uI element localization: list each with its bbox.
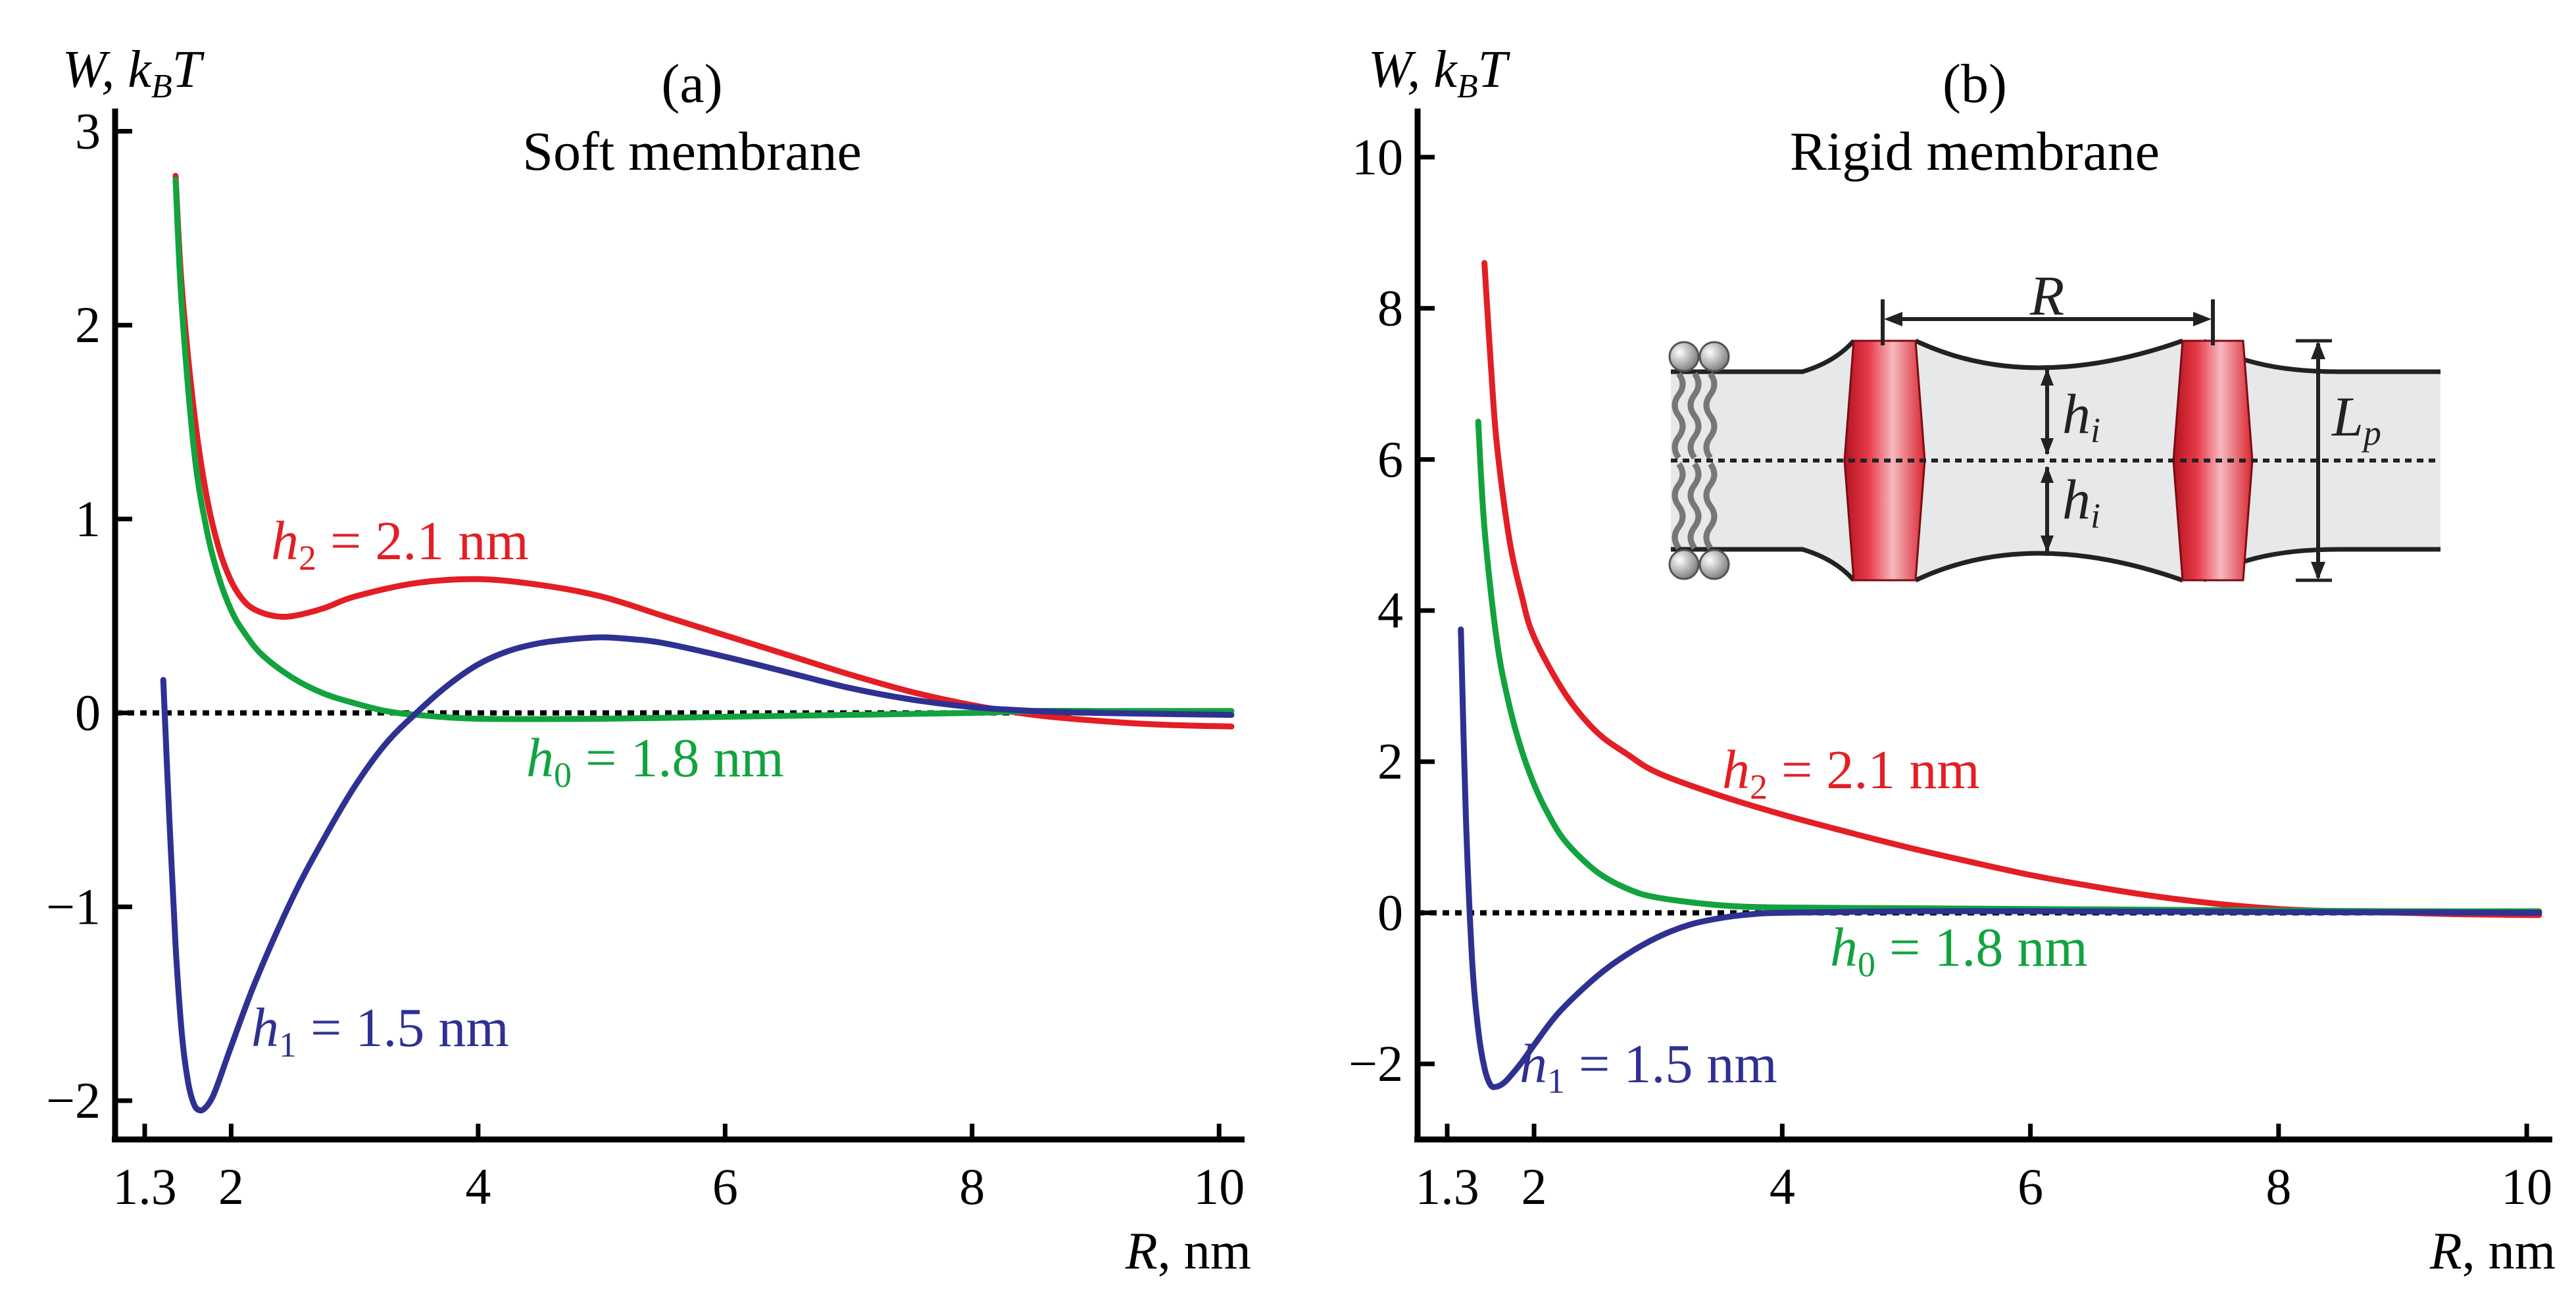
panel-a-xtick-label: 8 — [959, 1158, 985, 1215]
panel-b-xtick-label: 1.3 — [1415, 1158, 1479, 1215]
panel-a-ytick-label: 1 — [75, 490, 101, 547]
panel-a-ylabel: W, kBT — [62, 41, 205, 105]
panel-b-rigid-membrane: W, kBT (b) Rigid membrane −2 0 2 4 6 8 10 1.3 2… — [1349, 41, 2556, 1280]
panel-a-xtick-label: 10 — [1193, 1158, 1245, 1215]
panel-a-soft-membrane: W, kBT (a) Soft membrane −2 −1 0 1 2 3 1.3 2 4 6… — [46, 41, 1251, 1280]
panel-a-curve-h2 — [172, 172, 1235, 730]
panel-a-xtick-label: 6 — [712, 1158, 738, 1215]
inset-label-Lp: Lp — [2331, 385, 2381, 453]
panel-b-ytick-label: 4 — [1377, 582, 1403, 639]
panel-a-curve-h1 — [160, 634, 1235, 1114]
panel-b-xlabel: R, nm — [2429, 1222, 2556, 1280]
panel-a-xtick-label: 2 — [218, 1158, 244, 1215]
panel-a-label-h1: h1 = 1.5 nm — [251, 997, 509, 1064]
panel-b-ytick-label: 2 — [1377, 733, 1403, 790]
panel-a-title: Soft membrane — [522, 121, 862, 182]
inset-label-hi-lower: hi — [2062, 468, 2100, 536]
panel-a-ytick-label: 0 — [75, 684, 101, 741]
panel-b-label-h2: h2 = 2.1 nm — [1722, 739, 1980, 807]
panel-a-curve-h0 — [172, 176, 1235, 722]
membrane-schematic-inset: R hi hi Lp — [1668, 264, 2440, 583]
panel-b-label-h0: h0 = 1.8 nm — [1830, 917, 2088, 984]
panel-b-xtick-label: 10 — [2501, 1158, 2552, 1215]
panel-a-xlabel: R, nm — [1125, 1222, 1251, 1280]
inset-label-R: R — [2029, 264, 2065, 327]
panel-b-label-h1: h1 = 1.5 nm — [1520, 1034, 1777, 1101]
panel-a-ytick-label: 3 — [75, 102, 101, 159]
panel-b-ytick-label: 10 — [1352, 128, 1403, 186]
panel-b-curve-h1 — [1458, 626, 2542, 1090]
panel-b-ytick-label: 0 — [1377, 884, 1403, 941]
panel-a-ytick-label: −1 — [46, 878, 101, 935]
membrane-core — [1916, 341, 2183, 580]
panel-b-xtick-label: 6 — [2018, 1158, 2043, 1215]
panel-b-ytick-label: 8 — [1377, 280, 1403, 337]
panel-a-label-h0: h0 = 1.8 nm — [526, 728, 784, 795]
panel-b-ylabel: W, kBT — [1368, 41, 1511, 105]
panel-b-xtick-label: 8 — [2266, 1158, 2291, 1215]
panel-b-letter: (b) — [1943, 53, 2007, 114]
panel-a-label-h2: h2 = 2.1 nm — [271, 511, 529, 578]
lipid-molecules — [1668, 341, 1730, 580]
panel-a-ytick-label: 2 — [75, 296, 101, 353]
panel-a-ytick-label: −2 — [46, 1072, 101, 1129]
panel-b-xtick-label: 2 — [1522, 1158, 1547, 1215]
inset-label-hi-upper: hi — [2062, 382, 2100, 450]
panel-b-ytick-label: −2 — [1349, 1035, 1403, 1092]
panel-b-ytick-label: 6 — [1377, 430, 1403, 488]
panel-a-letter: (a) — [661, 53, 722, 114]
panel-b-title: Rigid membrane — [1790, 121, 2160, 182]
panel-b-xtick-label: 4 — [1770, 1158, 1795, 1215]
panel-a-xtick-label: 1.3 — [112, 1158, 177, 1215]
panel-a-xtick-label: 4 — [465, 1158, 491, 1215]
